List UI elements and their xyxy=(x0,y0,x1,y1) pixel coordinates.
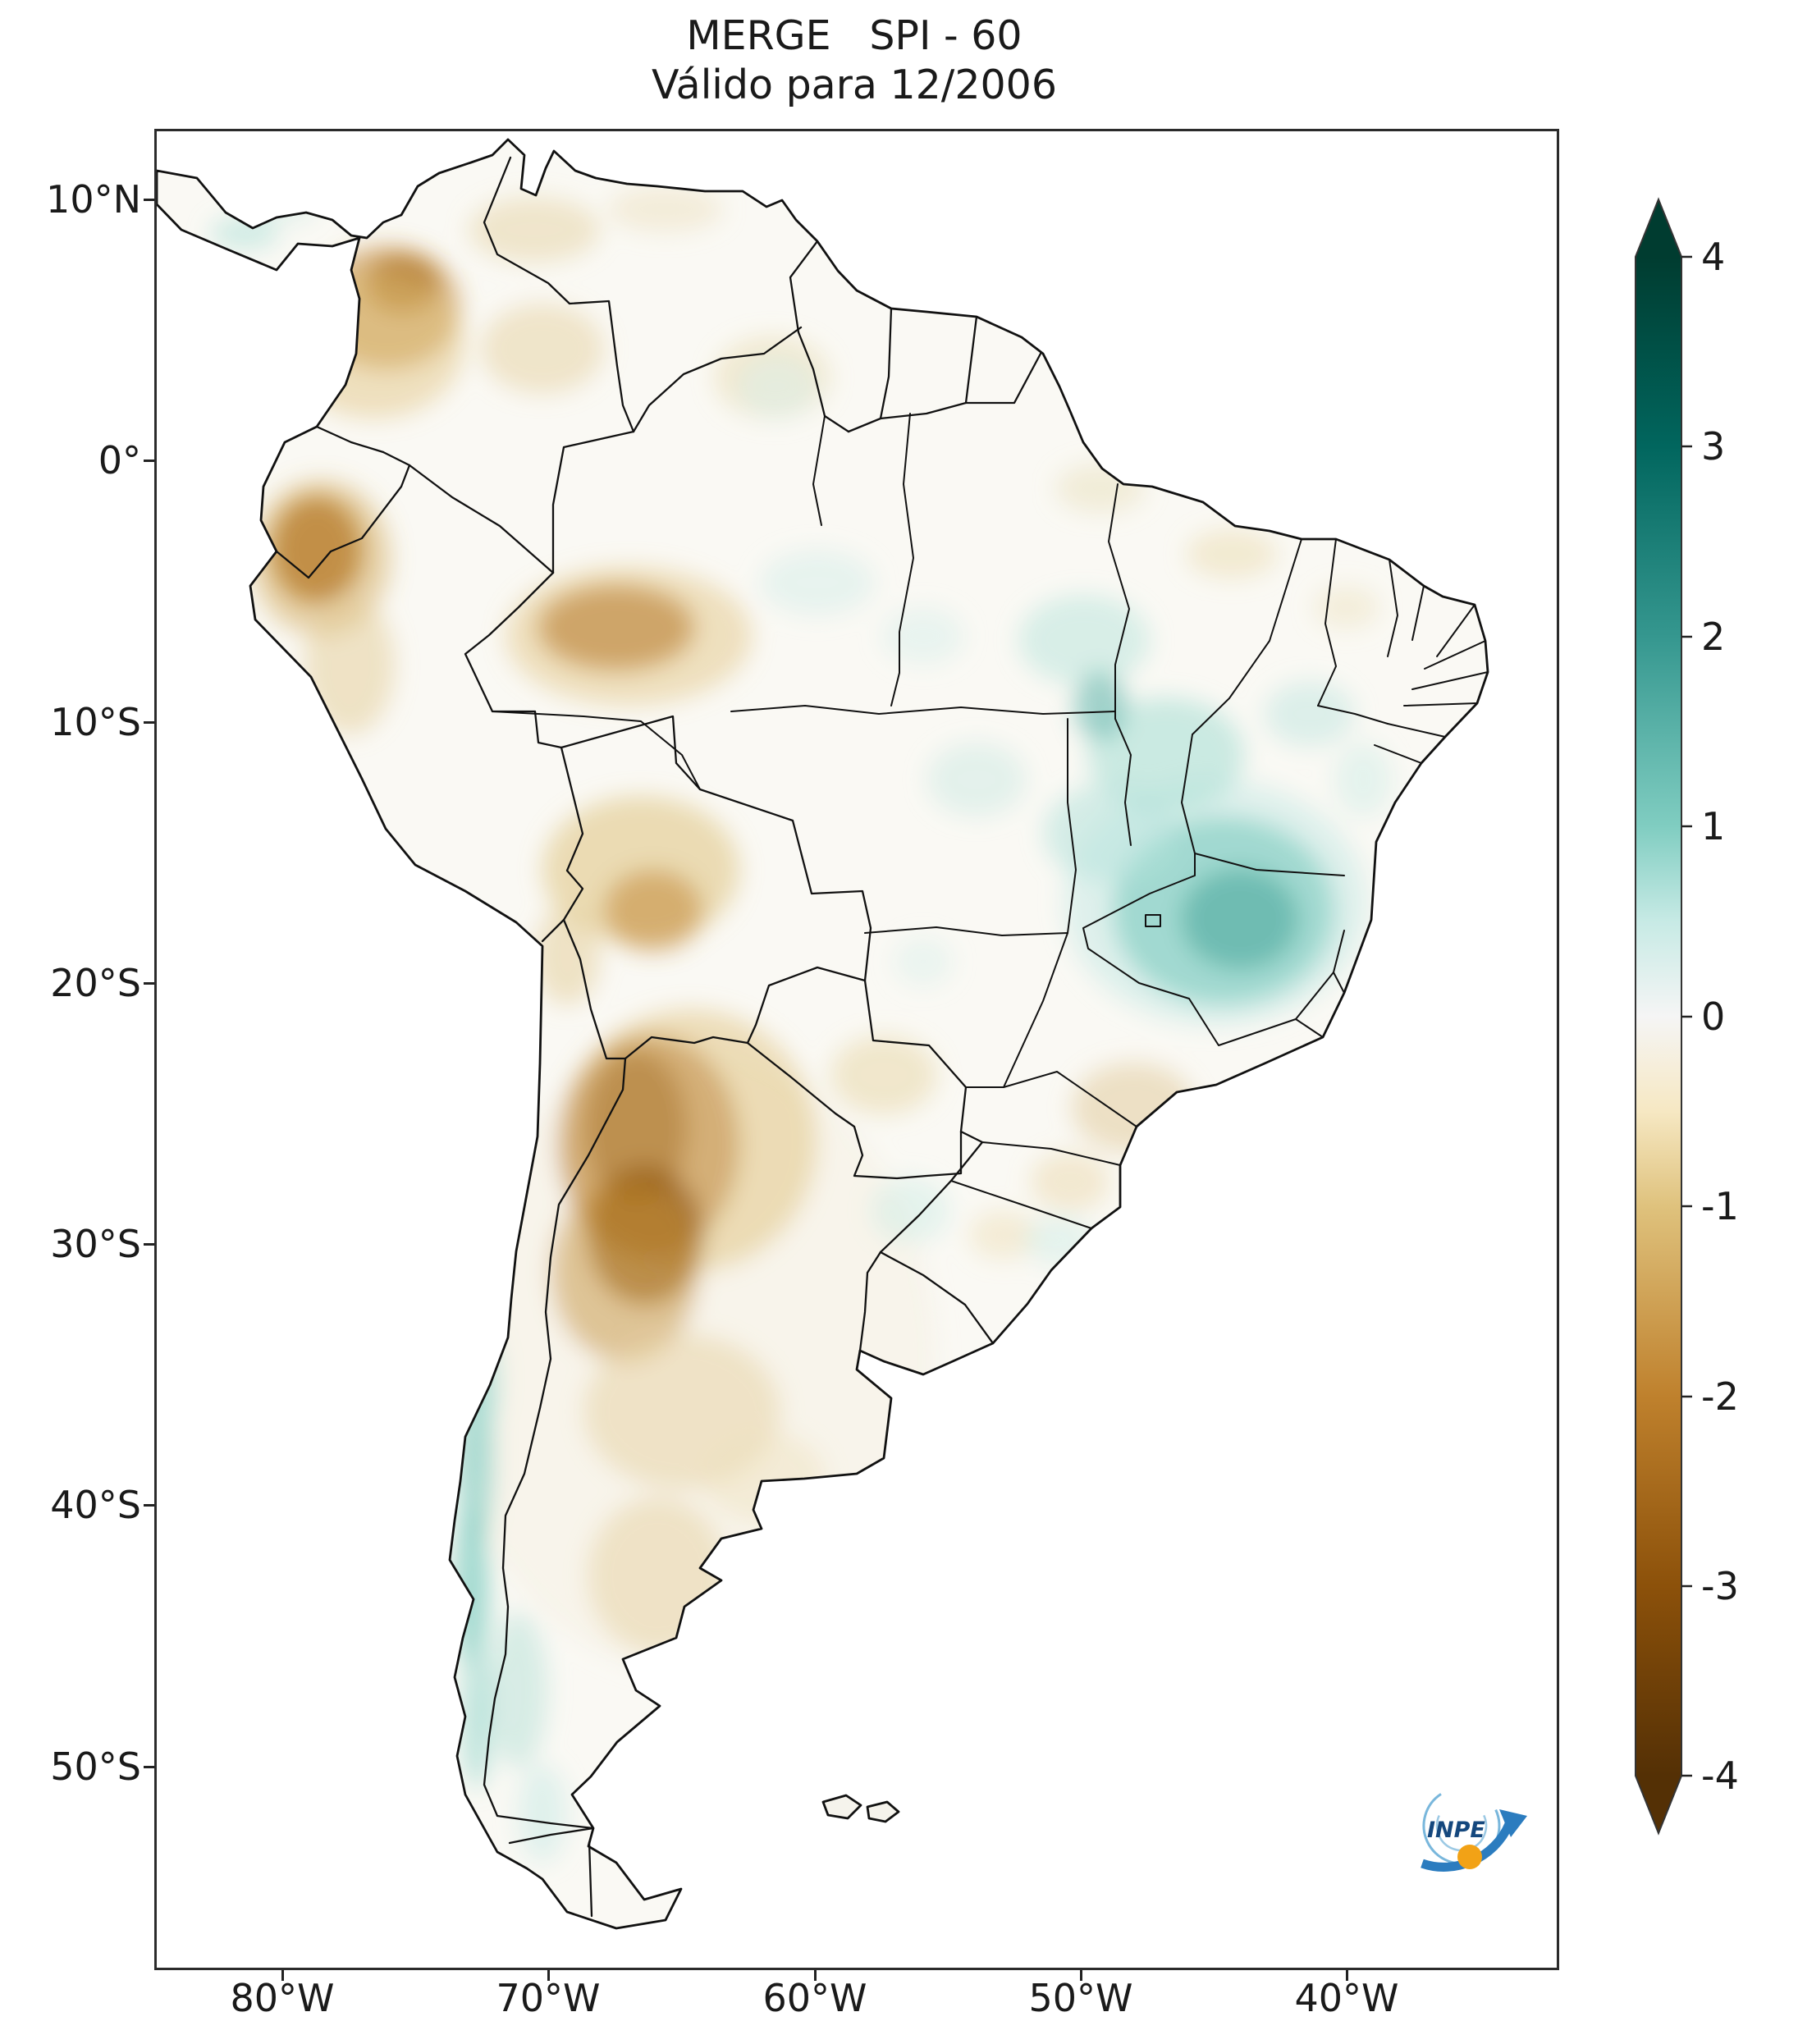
figure-title: MERGE SPI - 60 Válido para 12/2006 xyxy=(154,11,1554,110)
inpe-logo: INPE xyxy=(1398,1775,1537,1882)
axis-tick xyxy=(144,1766,157,1768)
y-tick-label: 20°S xyxy=(50,961,141,1005)
state-borders xyxy=(492,413,1489,1229)
colorbar-tick-label: 0 xyxy=(1701,995,1725,1039)
axis-tick xyxy=(144,199,157,201)
colorbar-tick-label: -3 xyxy=(1701,1564,1739,1608)
axis-tick xyxy=(144,982,157,985)
inpe-logo-graphic: INPE xyxy=(1421,1786,1527,1872)
axis-tick xyxy=(144,1243,157,1246)
colorbar-tick-label: 2 xyxy=(1701,615,1725,659)
y-tick-label: 40°S xyxy=(50,1483,141,1527)
coastline xyxy=(157,138,1489,1930)
x-tick-label: 70°W xyxy=(496,1976,601,2020)
axis-tick xyxy=(814,1968,817,1981)
axis-tick xyxy=(144,721,157,724)
x-tick-label: 40°W xyxy=(1294,1976,1399,2020)
colorbar-tick-label: -2 xyxy=(1701,1374,1739,1419)
y-tick-label: 10°N xyxy=(46,177,141,222)
colorbar-tick-label: 3 xyxy=(1701,424,1725,469)
y-tick-label: 10°S xyxy=(50,700,141,744)
title-line2: Válido para 12/2006 xyxy=(651,61,1058,108)
y-tick-label: 50°S xyxy=(50,1744,141,1789)
axis-tick xyxy=(1080,1968,1082,1981)
x-tick-label: 80°W xyxy=(230,1976,335,2020)
colorbar: 4 3 2 1 0 -1 -2 -3 -4 xyxy=(1635,197,1739,1836)
y-tick-label: 30°S xyxy=(50,1222,141,1266)
axis-tick xyxy=(1346,1968,1348,1981)
x-tick-label: 50°W xyxy=(1028,1976,1133,2020)
south-america-map xyxy=(157,138,1489,1930)
map-plot: INPE xyxy=(154,129,1559,1970)
y-tick-label: 0° xyxy=(98,438,141,482)
x-tick-label: 60°W xyxy=(762,1976,867,2020)
axis-tick xyxy=(281,1968,284,1981)
orange-dot xyxy=(1457,1845,1482,1869)
country-borders xyxy=(275,156,1042,1918)
colorbar-tick-label: -1 xyxy=(1701,1184,1739,1228)
inpe-logo-text: INPE xyxy=(1427,1818,1485,1843)
colorbar-tick-label: -4 xyxy=(1701,1754,1739,1798)
axis-tick xyxy=(144,1504,157,1507)
colorbar-gradient xyxy=(1635,197,1682,1836)
title-line1: MERGE SPI - 60 xyxy=(686,12,1023,59)
colorbar-labels: 4 3 2 1 0 -1 -2 -3 -4 xyxy=(1701,235,1739,1798)
colorbar-ticks xyxy=(1681,255,1692,1777)
axis-tick xyxy=(547,1968,550,1981)
colorbar-tick-label: 1 xyxy=(1701,804,1725,848)
arrowhead-icon xyxy=(1499,1809,1527,1837)
axis-tick xyxy=(144,460,157,462)
colorbar-tick-label: 4 xyxy=(1701,235,1725,279)
